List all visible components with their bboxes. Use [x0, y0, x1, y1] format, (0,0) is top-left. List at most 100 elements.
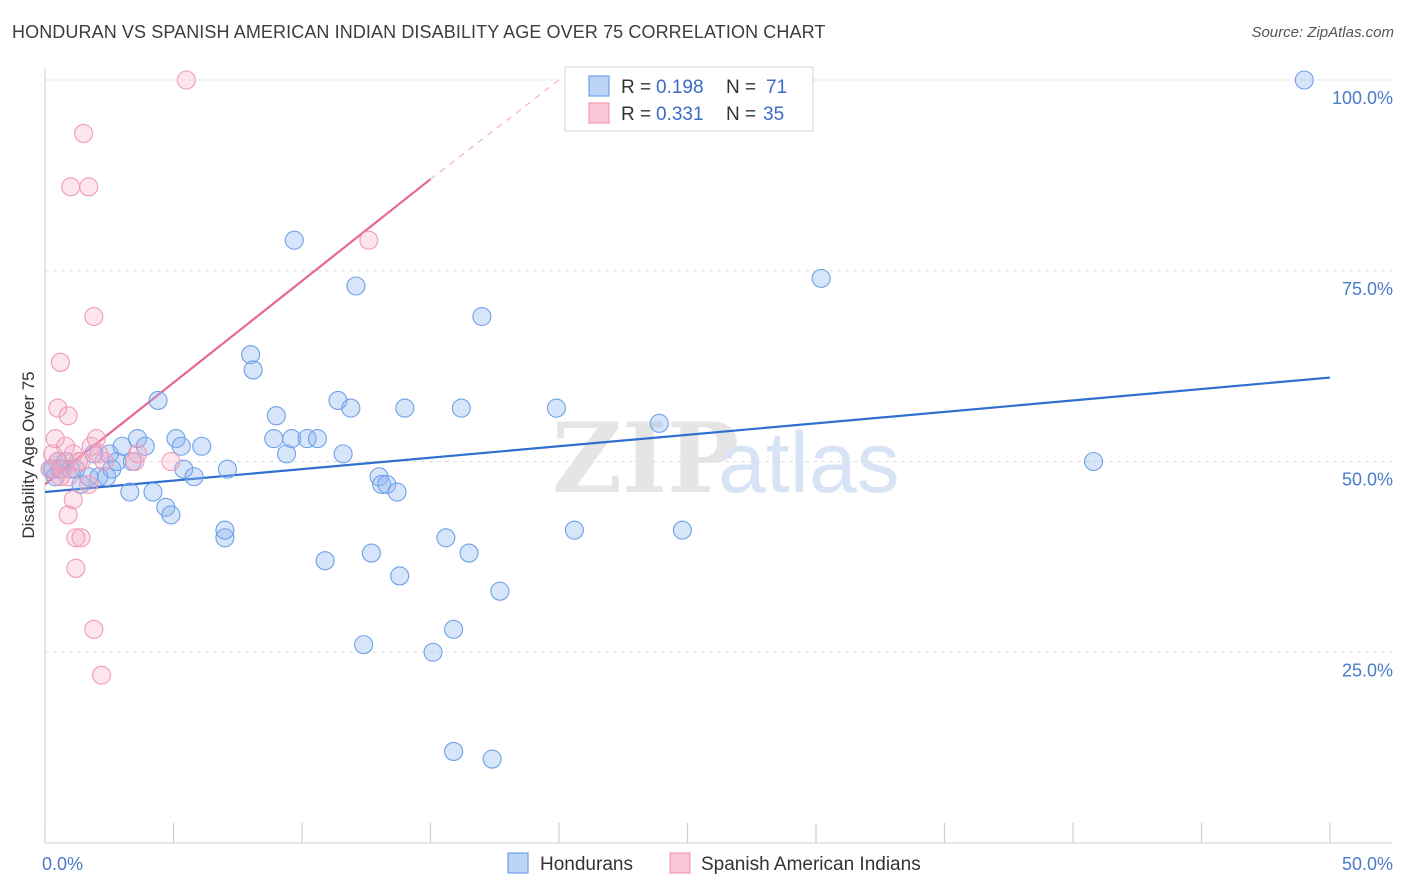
honduran-point — [148, 390, 168, 411]
spanish-american-indian-point — [56, 436, 76, 456]
spanish-american-indian-trend-extension — [430, 79, 560, 180]
legend-r-value-2: 0.331 — [656, 104, 704, 125]
spanish-american-indian-point — [86, 429, 106, 449]
honduran-point — [444, 619, 464, 639]
honduran-point — [184, 467, 204, 487]
y-axis-label: Disability Age Over 75 — [19, 371, 38, 538]
bottom-legend-hondurans: Hondurans — [540, 854, 633, 875]
spanish-american-indian-point — [63, 490, 83, 510]
y-tick-label: 25.0% — [1342, 660, 1393, 680]
correlation-legend: R = 0.198 N = 71 R = 0.331 N = 35 — [564, 66, 814, 132]
honduran-point — [341, 398, 361, 418]
bottom-legend-swatch-spanish-american-indians — [669, 852, 691, 874]
honduran-point — [423, 642, 443, 662]
honduran-point — [333, 444, 353, 464]
honduran-point — [112, 436, 132, 456]
legend-r-label-1: R = — [621, 77, 651, 98]
x-tick-label: 0.0% — [42, 854, 83, 874]
spanish-american-indian-point — [58, 467, 78, 487]
honduran-point — [369, 467, 389, 487]
series-legend: Hondurans Spanish American Indians — [507, 852, 921, 875]
spanish-american-indian-point — [58, 505, 78, 525]
watermark: ZIP atlas — [552, 402, 900, 515]
spanish-american-indian-point — [45, 429, 65, 449]
spanish-american-indian-point — [71, 528, 91, 548]
tick-labels: 25.0% 50.0% 75.0% 100.0% 0.0% 50.0% — [42, 88, 1393, 874]
honduran-point — [192, 436, 212, 456]
honduran-point — [315, 551, 335, 571]
honduran-point — [811, 268, 831, 288]
spanish-american-indian-point — [91, 665, 112, 685]
honduran-point — [354, 635, 374, 655]
trend-lines — [44, 79, 1331, 494]
watermark-atlas: atlas — [718, 415, 900, 511]
honduran-point — [127, 429, 148, 449]
honduran-point — [161, 505, 181, 525]
honduran-point — [135, 436, 155, 456]
honduran-point — [241, 345, 261, 365]
honduran-point — [277, 444, 297, 464]
y-tick-label: 50.0% — [1342, 470, 1393, 490]
honduran-point — [459, 543, 479, 563]
chart-title: HONDURAN VS SPANISH AMERICAN INDIAN DISA… — [12, 22, 826, 42]
honduran-point — [490, 581, 510, 601]
honduran-point — [264, 429, 284, 449]
honduran-point — [564, 520, 584, 540]
honduran-point — [143, 482, 163, 502]
spanish-american-indian-trend-line — [44, 178, 432, 486]
spanish-american-indian-point — [58, 406, 78, 426]
honduran-point — [217, 459, 238, 479]
legend-n-label-2: N = — [726, 104, 756, 125]
spanish-american-indian-point — [359, 230, 379, 250]
axes — [44, 68, 1392, 844]
x-tick-label: 50.0% — [1342, 854, 1393, 874]
honduran-point — [120, 482, 140, 502]
legend-swatch-spanish-american-indians — [588, 102, 610, 124]
bottom-legend-swatch-hondurans — [507, 852, 529, 874]
spanish-american-indian-point — [161, 451, 181, 472]
honduran-point — [171, 436, 191, 456]
legend-n-value-1: 71 — [766, 77, 787, 98]
honduran-point — [395, 398, 415, 418]
legend-swatch-hondurans — [588, 75, 610, 97]
honduran-trend-line — [44, 376, 1331, 494]
spanish-american-indian-point — [84, 619, 104, 639]
honduran-point — [649, 413, 669, 433]
honduran-point — [451, 398, 471, 418]
legend-n-label-1: N = — [726, 77, 756, 98]
legend-n-value-2: 35 — [763, 104, 784, 125]
honduran-point — [215, 520, 235, 540]
spanish-american-indian-point — [127, 444, 148, 464]
honduran-point — [387, 482, 407, 502]
spanish-american-indian-point — [50, 467, 70, 487]
honduran-point — [436, 528, 456, 548]
spanish-american-indian-point — [74, 123, 94, 143]
y-tick-label: 75.0% — [1342, 279, 1393, 299]
legend-r-label-2: R = — [621, 104, 651, 125]
spanish-american-indian-point — [50, 352, 70, 372]
honduran-point — [672, 520, 692, 540]
honduran-point — [297, 429, 317, 449]
honduran-point — [361, 543, 381, 563]
honduran-point — [346, 276, 366, 296]
honduran-point — [472, 306, 492, 327]
spanish-american-indian-point — [94, 451, 114, 472]
data-points — [40, 70, 1314, 769]
honduran-point — [482, 749, 502, 769]
honduran-point — [307, 429, 327, 449]
bottom-legend-spanish-american-indians: Spanish American Indians — [701, 854, 921, 875]
y-tick-label: 100.0% — [1332, 88, 1393, 108]
spanish-american-indian-point — [125, 451, 145, 472]
spanish-american-indian-point — [84, 306, 104, 327]
honduran-point — [282, 429, 302, 449]
spanish-american-indian-point — [66, 558, 86, 578]
spanish-american-indian-point — [79, 474, 99, 494]
honduran-point — [1084, 451, 1104, 472]
source-label: Source: ZipAtlas.com — [1251, 24, 1394, 41]
spanish-american-indian-point — [79, 177, 99, 197]
honduran-point — [390, 566, 410, 586]
honduran-point — [266, 406, 286, 426]
spanish-american-indian-point — [61, 177, 81, 197]
honduran-point — [243, 360, 263, 380]
